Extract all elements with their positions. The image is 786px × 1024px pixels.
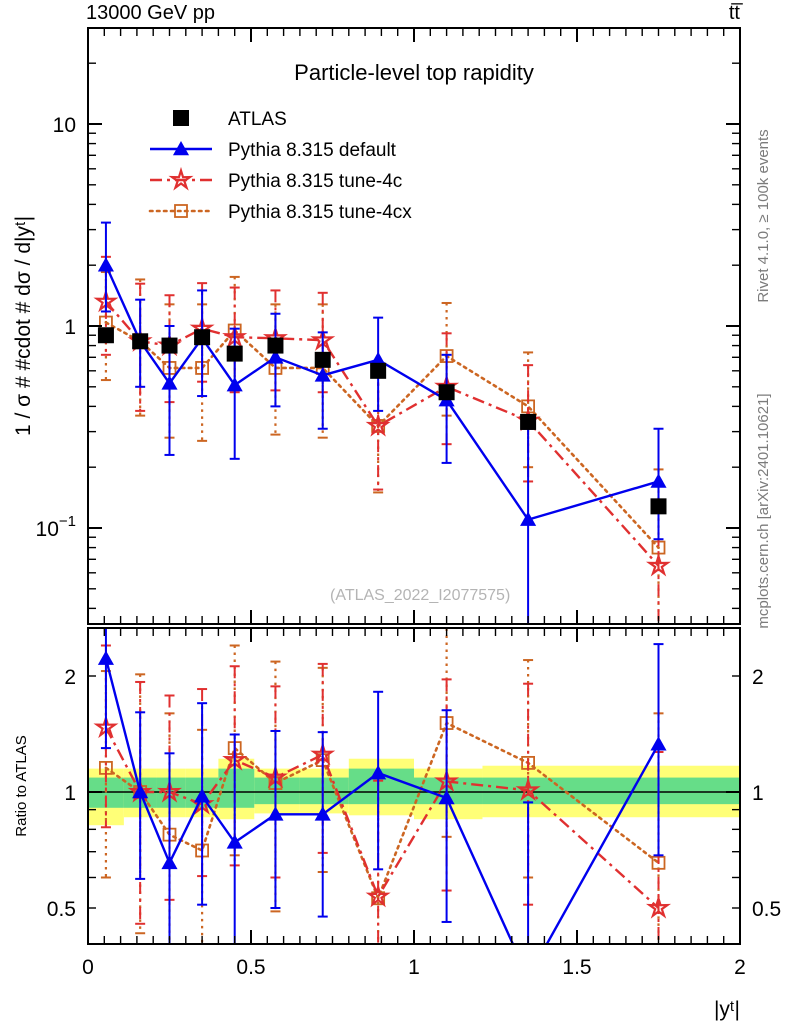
legend-label: ATLAS xyxy=(228,109,287,130)
marker-square xyxy=(370,362,387,379)
marker-triangle xyxy=(194,788,211,803)
main-y-tick-label: 10−1 xyxy=(36,513,76,541)
marker-square xyxy=(267,337,284,354)
rivet-version-note: Rivet 4.1.0, ≥ 100k events xyxy=(755,129,772,302)
main-y-tick-label: 10 xyxy=(53,114,76,137)
mcplots-source-note: mcplots.cern.ch [arXiv:2401.10621] xyxy=(755,393,772,628)
marker-triangle xyxy=(650,473,667,488)
legend-label: Pythia 8.315 tune-4c xyxy=(228,171,402,192)
x-axis-label: |yᵗ| xyxy=(714,998,740,1021)
figure-text: Particle-level top rapidity 1 / σ # #cdot… xyxy=(12,60,772,1021)
marker-triangle xyxy=(132,783,149,799)
marker-triangle xyxy=(438,789,455,805)
dataset-watermark: (ATLAS_2022_I2077575) xyxy=(330,587,510,604)
marker-triangle xyxy=(520,969,536,983)
main-y-axis-label: 1 / σ # #cdot # dσ / d|yᵗ| xyxy=(12,216,35,436)
marker-triangle xyxy=(267,806,284,821)
header-row: 13000 GeV pp tt̅ xyxy=(0,0,786,28)
marker-triangle xyxy=(520,511,537,526)
legend-item-atlas: ATLAS xyxy=(173,109,287,130)
marker-triangle xyxy=(172,140,190,156)
x-tick-label: 0 xyxy=(82,956,94,979)
header-beam-label: 13000 GeV pp xyxy=(86,2,215,24)
marker-triangle xyxy=(370,351,387,367)
marker-triangle xyxy=(97,257,114,272)
marker-star xyxy=(515,777,541,801)
main-series-pythia-8-315-tune-4cx xyxy=(99,271,666,624)
marker-square xyxy=(194,329,211,346)
marker-triangle xyxy=(370,764,387,780)
legend-item-pythia-8-315-default: Pythia 8.315 default xyxy=(150,140,397,161)
marker-triangle xyxy=(161,854,178,870)
marker-star xyxy=(168,166,194,191)
band-inner-segment xyxy=(218,768,255,808)
legend-label: Pythia 8.315 tune-4cx xyxy=(228,202,412,223)
marker-triangle xyxy=(161,375,178,390)
marker-triangle xyxy=(226,377,243,392)
ratio-y-tick-label: 0.5 xyxy=(47,898,76,921)
x-tick-label: 2 xyxy=(734,956,746,979)
marker-square xyxy=(314,351,331,368)
marker-star xyxy=(645,894,672,919)
marker-triangle xyxy=(97,650,114,665)
main-y-tick-label: 1 xyxy=(64,316,76,339)
ratio-panel-frame xyxy=(87,627,741,945)
ratio-series-pythia-8-315-default xyxy=(97,628,667,983)
ratio-y-tick-label-right: 2 xyxy=(752,666,764,689)
marker-square xyxy=(438,384,455,401)
marker-triangle xyxy=(267,349,284,364)
ratio-y-tick-label-right: 1 xyxy=(752,782,764,805)
main-panel-frame xyxy=(87,27,741,625)
ratio-y-axis-label: Ratio to ATLAS xyxy=(13,735,30,836)
plot-title: Particle-level top rapidity xyxy=(294,60,534,85)
marker-open-square xyxy=(174,204,188,218)
legend: ATLAS Pythia 8.315 default Pythia 8.315 tu… xyxy=(148,109,412,223)
legend-item-pythia-8-315-tune-4cx: Pythia 8.315 tune-4cx xyxy=(148,202,412,223)
ratio-y-tick-label: 2 xyxy=(64,666,76,689)
series-line xyxy=(104,658,660,944)
ratio-y-tick-label-right: 0.5 xyxy=(752,898,781,921)
marker-square xyxy=(161,337,178,354)
marker-square xyxy=(97,327,114,344)
ratio-uncertainty-bands xyxy=(88,758,740,826)
x-tick-label: 0.5 xyxy=(236,956,265,979)
axis-tick-labels: 10 1 10−1 2 2 1 1 0.5 0.5 0 0.5 1 1.5 2 xyxy=(36,114,782,979)
marker-star xyxy=(645,552,672,577)
ratio-y-tick-label: 1 xyxy=(64,782,76,805)
marker-square xyxy=(650,498,667,515)
marker-square xyxy=(226,345,243,362)
x-tick-label: 1.5 xyxy=(562,956,591,979)
marker-triangle xyxy=(314,367,331,382)
marker-square xyxy=(132,333,149,350)
marker-square xyxy=(173,110,189,126)
marker-triangle xyxy=(650,736,667,751)
series-line xyxy=(104,264,659,522)
marker-star xyxy=(365,412,391,437)
header-process-label: tt̅ xyxy=(728,2,740,24)
marker-star xyxy=(365,883,391,908)
series-line xyxy=(104,721,660,902)
marker-triangle xyxy=(314,806,331,821)
marker-triangle xyxy=(226,834,243,849)
series-line xyxy=(104,726,660,909)
x-tick-label: 1 xyxy=(408,956,420,979)
main-series-atlas xyxy=(97,327,667,515)
legend-item-pythia-8-315-tune-4c: Pythia 8.315 tune-4c xyxy=(150,166,402,192)
legend-label: Pythia 8.315 default xyxy=(228,140,397,161)
marker-square xyxy=(520,413,537,430)
